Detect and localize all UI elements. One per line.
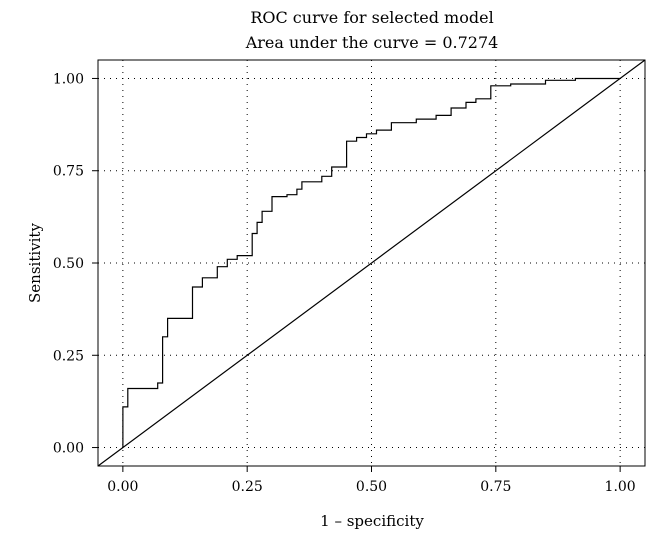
y-tick-label: 0.00: [53, 441, 84, 457]
x-tick-label: 0.75: [480, 479, 511, 495]
series-layer: [97, 59, 646, 467]
y-tick-label: 0.50: [53, 256, 84, 272]
y-tick-label: 0.75: [53, 164, 84, 180]
x-axis-label: 1 – specificity: [320, 512, 424, 530]
chart-subtitle: Area under the curve = 0.7274: [245, 33, 499, 52]
reference-diagonal-line: [97, 59, 646, 467]
chart-title: ROC curve for selected model: [250, 8, 493, 27]
x-tick-label: 0.50: [356, 479, 387, 495]
x-tick-label: 0.25: [232, 479, 263, 495]
tick-layer: 0.00 0.25 0.50 0.75 1.00 0.00 0.25 0.50 0.75 1.00: [53, 71, 636, 495]
y-tick-label: 0.25: [53, 348, 84, 364]
x-tick-label: 1.00: [605, 479, 636, 495]
x-tick-label: 0.00: [107, 479, 138, 495]
y-axis-label: Sensitivity: [26, 223, 44, 303]
y-tick-label: 1.00: [53, 71, 84, 87]
roc-curve-line: [122, 77, 621, 448]
